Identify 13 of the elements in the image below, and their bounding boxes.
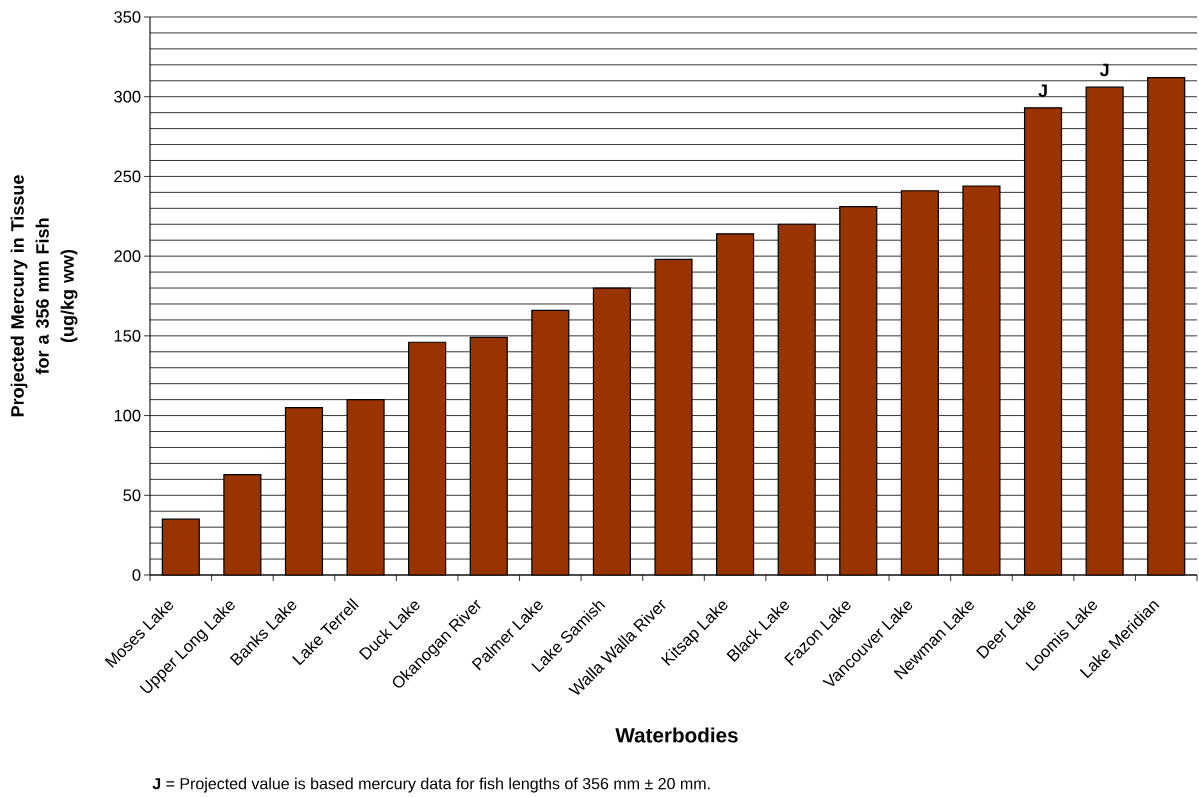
y-tick-label: 0 [132,569,141,581]
y-tick-label: 350 [114,11,141,23]
text: J = Projected value is based mercury data for fish lengths of 356 mm ± 20 mm. [152,777,710,793]
y-axis-title: Projected Mercury in Tissue for a 356 mm Fish (ug/kg ww) [10,175,78,417]
y-tick-label: 300 [114,90,141,103]
y-tick-label: 150 [114,330,141,342]
data-label: J [1038,84,1047,97]
y-tick-label: 100 [114,409,141,422]
x-axis-title: Waterbodies [615,727,738,743]
y-tick-label: 250 [114,170,141,183]
y-tick-label: 200 [114,250,141,262]
y-tick-label: 50 [123,489,141,502]
data-label: J [1099,63,1109,77]
